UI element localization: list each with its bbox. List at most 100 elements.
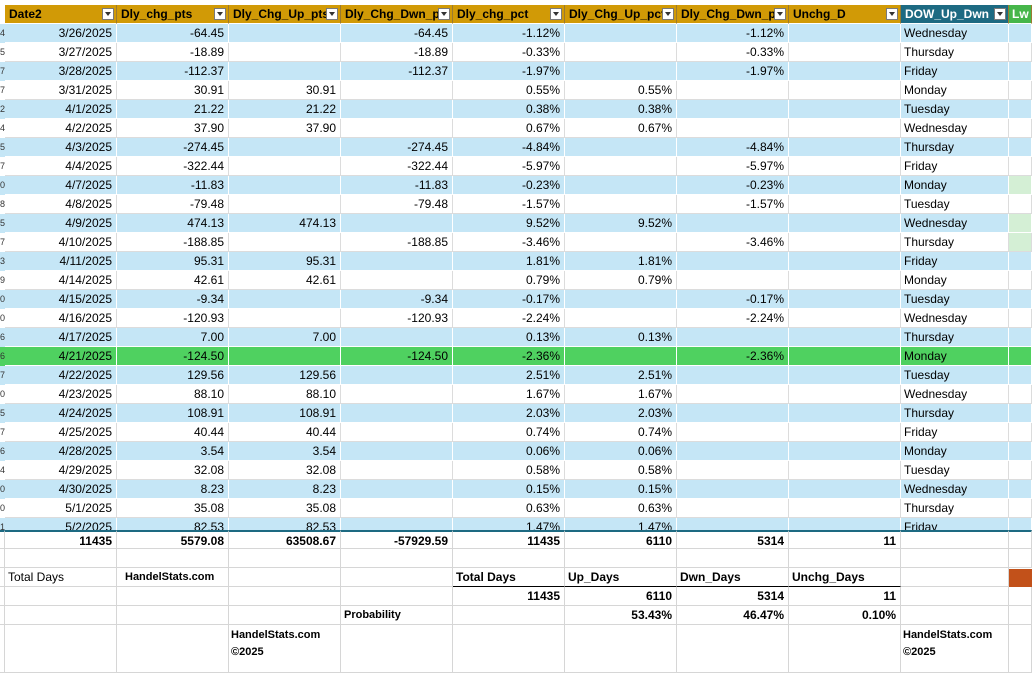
cell-pct[interactable]: -1.57% [453,195,565,214]
cell-up-pts[interactable] [229,62,341,81]
table-row[interactable]: 7 4/25/2025 40.44 40.44 0.74% 0.74% Friday [0,423,1032,442]
col-header-unchg-d[interactable]: Unchg_D [789,5,901,24]
filter-dropdown-icon[interactable] [994,8,1006,20]
cell-pts[interactable]: 108.91 [117,404,229,423]
cell-pct[interactable]: 0.13% [453,328,565,347]
cell[interactable] [0,568,5,587]
cell-dow[interactable]: Monday [901,442,1009,461]
cell-dow[interactable]: Monday [901,176,1009,195]
total-cell[interactable]: 63508.67 [229,530,341,549]
table-row[interactable]: 4 4/29/2025 32.08 32.08 0.58% 0.58% Tuesday [0,461,1032,480]
cell-pts[interactable]: -274.45 [117,138,229,157]
cell-unchg[interactable] [789,119,901,138]
table-row[interactable]: 7 3/31/2025 30.91 30.91 0.55% 0.55% Monday [0,81,1032,100]
cell-up-pct[interactable]: 0.63% [565,499,677,518]
cell-date[interactable]: 4/23/2025 [5,385,117,404]
cell-pct[interactable]: 1.81% [453,252,565,271]
table-row[interactable]: 5 4/24/2025 108.91 108.91 2.03% 2.03% Thursday [0,404,1032,423]
table-row[interactable]: 0 4/7/2025 -11.83 -11.83 -0.23% -0.23% Monday [0,176,1032,195]
cell-pct[interactable]: -0.33% [453,43,565,62]
cell-up-pts[interactable] [229,157,341,176]
cell-dow[interactable]: Wednesday [901,480,1009,499]
cell-up-pts[interactable]: 7.00 [229,328,341,347]
cell-pct[interactable]: 0.63% [453,499,565,518]
cell-pts[interactable]: 7.00 [117,328,229,347]
table-row[interactable]: 9 4/14/2025 42.61 42.61 0.79% 0.79% Monday [0,271,1032,290]
cell-pts[interactable]: 32.08 [117,461,229,480]
cell[interactable] [565,549,677,568]
cell-unchg[interactable] [789,157,901,176]
cell-dwn-pct[interactable] [677,423,789,442]
filter-dropdown-icon[interactable] [214,8,226,20]
probability-dwn[interactable]: 46.47% [677,606,789,625]
credit-block-left[interactable]: HandelStats.com ©2025 [229,625,341,673]
cell-unchg[interactable] [789,366,901,385]
cell-up-pct[interactable] [565,138,677,157]
filter-dropdown-icon[interactable] [662,8,674,20]
table-row[interactable]: 0 4/23/2025 88.10 88.10 1.67% 1.67% Wednesday [0,385,1032,404]
cell-date[interactable]: 4/21/2025 [5,347,117,366]
cell-unchg[interactable] [789,214,901,233]
cell-up-pct[interactable]: 9.52% [565,214,677,233]
filter-dropdown-icon[interactable] [886,8,898,20]
cell-up-pct[interactable] [565,176,677,195]
total-cell[interactable]: 6110 [565,530,677,549]
site-label[interactable]: HandelStats.com [117,568,229,587]
cell-lw[interactable] [1009,138,1032,157]
cell[interactable] [341,625,453,673]
cell-unchg[interactable] [789,328,901,347]
cell-pts[interactable]: -124.50 [117,347,229,366]
cell-pct[interactable]: -2.24% [453,309,565,328]
table-row[interactable]: 8 4/8/2025 -79.48 -79.48 -1.57% -1.57% Tuesday [0,195,1032,214]
total-cell[interactable]: 5314 [677,530,789,549]
cell-up-pct[interactable]: 0.38% [565,100,677,119]
table-row[interactable]: 6 4/17/2025 7.00 7.00 0.13% 0.13% Thursday [0,328,1032,347]
cell[interactable] [565,625,677,673]
cell-dow[interactable]: Monday [901,271,1009,290]
cell[interactable] [901,606,1009,625]
summary-header-total-days[interactable]: Total Days [453,568,565,587]
table-row[interactable]: 0 4/16/2025 -120.93 -120.93 -2.24% -2.24% Wedn… [0,309,1032,328]
cell-up-pct[interactable] [565,157,677,176]
cell-pts[interactable]: -18.89 [117,43,229,62]
cell-pct[interactable]: -1.12% [453,24,565,43]
cell-pts[interactable]: -11.83 [117,176,229,195]
cell-pct[interactable]: 1.67% [453,385,565,404]
cell-dwn-pct[interactable]: -1.12% [677,24,789,43]
cell-up-pts[interactable]: 8.23 [229,480,341,499]
filter-dropdown-icon[interactable] [326,8,338,20]
cell-up-pts[interactable]: 30.91 [229,81,341,100]
cell-date[interactable]: 4/7/2025 [5,176,117,195]
cell[interactable] [341,549,453,568]
cell-pts[interactable]: 474.13 [117,214,229,233]
cell-dow[interactable]: Thursday [901,404,1009,423]
cell-up-pct[interactable]: 1.81% [565,252,677,271]
cell[interactable] [789,625,901,673]
cell-dow[interactable]: Wednesday [901,214,1009,233]
cell-pts[interactable]: 95.31 [117,252,229,271]
cell-dwn-pct[interactable]: -4.84% [677,138,789,157]
cell-date[interactable]: 4/9/2025 [5,214,117,233]
cell-unchg[interactable] [789,81,901,100]
table-row[interactable]: 0 5/1/2025 35.08 35.08 0.63% 0.63% Thursday [0,499,1032,518]
summary-total-days-value[interactable]: 11435 [453,587,565,606]
cell-lw[interactable] [1009,81,1032,100]
cell-dwn-pct[interactable] [677,271,789,290]
cell-dwn-pts[interactable]: -79.48 [341,195,453,214]
summary-up-days-value[interactable]: 6110 [565,587,677,606]
cell[interactable] [117,587,229,606]
cell-pts[interactable]: 88.10 [117,385,229,404]
cell[interactable] [677,549,789,568]
cell-pts[interactable]: -120.93 [117,309,229,328]
cell-date[interactable]: 4/4/2025 [5,157,117,176]
cell-up-pct[interactable] [565,347,677,366]
cell-up-pct[interactable] [565,195,677,214]
filter-dropdown-icon[interactable] [102,8,114,20]
cell-lw[interactable] [1009,328,1032,347]
cell-unchg[interactable] [789,252,901,271]
cell-dwn-pct[interactable] [677,119,789,138]
cell-lw[interactable] [1009,62,1032,81]
cell-date[interactable]: 4/24/2025 [5,404,117,423]
cell-up-pct[interactable]: 0.67% [565,119,677,138]
cell[interactable] [117,549,229,568]
